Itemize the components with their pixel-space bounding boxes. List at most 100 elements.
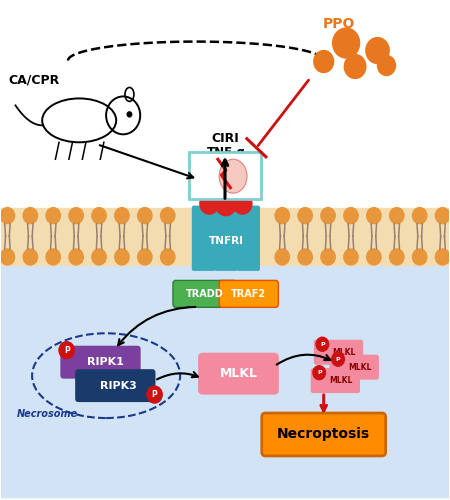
Bar [1, 460, 449, 497]
Bar [1, 294, 449, 496]
Bar [1, 484, 449, 497]
FancyBboxPatch shape [75, 369, 155, 402]
Bar [1, 451, 449, 496]
Circle shape [69, 208, 83, 224]
Circle shape [23, 208, 37, 224]
Bar [1, 308, 449, 496]
Bar [1, 418, 449, 496]
FancyBboxPatch shape [214, 206, 238, 271]
Bar [1, 280, 449, 496]
Text: CIRI: CIRI [211, 132, 239, 145]
Bar [1, 300, 449, 496]
Circle shape [0, 249, 14, 265]
Bar [1, 250, 449, 495]
Bar [1, 471, 449, 497]
Circle shape [69, 249, 83, 265]
Bar [1, 324, 449, 496]
Bar [1, 381, 449, 496]
Bar [1, 238, 449, 495]
Text: TNF-α: TNF-α [207, 146, 245, 159]
Bar [1, 398, 449, 496]
Text: MLKL: MLKL [348, 362, 371, 372]
Circle shape [226, 180, 243, 198]
Bar [1, 412, 449, 496]
Bar [1, 444, 449, 496]
Circle shape [233, 193, 252, 214]
FancyBboxPatch shape [173, 280, 237, 307]
Bar [1, 298, 449, 496]
Bar [1, 374, 449, 496]
Bar [1, 313, 449, 496]
FancyBboxPatch shape [310, 368, 360, 393]
Ellipse shape [219, 160, 247, 193]
Bar [1, 497, 449, 500]
Bar [1, 414, 449, 496]
Bar [1, 306, 449, 496]
Bar [1, 478, 449, 497]
Bar [1, 322, 449, 496]
Bar [1, 330, 449, 496]
Circle shape [59, 342, 74, 358]
Bar [1, 438, 449, 496]
Bar [1, 400, 449, 496]
Bar [1, 247, 449, 495]
FancyBboxPatch shape [262, 413, 386, 456]
Circle shape [138, 208, 152, 224]
Bar [1, 258, 449, 495]
Bar [1, 449, 449, 496]
Text: Necroptosis: Necroptosis [277, 428, 370, 442]
Bar [1, 352, 449, 496]
Bar [1, 344, 449, 496]
FancyBboxPatch shape [314, 340, 363, 364]
Bar [1, 272, 449, 495]
Bar [1, 456, 449, 496]
FancyBboxPatch shape [60, 346, 141, 378]
Bar [1, 243, 449, 495]
Text: RIPK1: RIPK1 [87, 357, 124, 367]
Bar [1, 318, 449, 496]
Bar [1, 337, 449, 496]
Bar [1, 403, 449, 496]
Bar [1, 282, 449, 496]
Circle shape [127, 112, 132, 117]
Bar [1, 490, 449, 497]
Bar [1, 454, 449, 496]
Bar [1, 315, 449, 496]
Circle shape [333, 28, 360, 58]
Circle shape [344, 54, 366, 78]
Bar [1, 492, 449, 497]
Bar [1, 320, 449, 496]
Bar [1, 286, 449, 496]
Bar [1, 368, 449, 496]
Bar [1, 488, 449, 497]
Bar [1, 436, 449, 496]
Bar [1, 429, 449, 496]
Circle shape [275, 249, 289, 265]
Bar [1, 427, 449, 496]
Bar [1, 284, 449, 496]
Bar [1, 311, 449, 496]
Circle shape [366, 38, 389, 64]
Circle shape [367, 249, 381, 265]
Bar [1, 422, 449, 496]
Circle shape [344, 208, 358, 224]
Bar [1, 432, 449, 496]
Bar [1, 260, 449, 495]
FancyBboxPatch shape [189, 152, 261, 198]
Circle shape [313, 366, 325, 380]
Bar [1, 405, 449, 496]
Bar [1, 434, 449, 496]
Bar [1, 446, 449, 496]
FancyBboxPatch shape [198, 352, 279, 395]
Circle shape [390, 208, 404, 224]
Bar [1, 480, 449, 497]
Text: TRADD: TRADD [186, 289, 224, 299]
Text: RIPK3: RIPK3 [100, 380, 137, 390]
Circle shape [92, 208, 106, 224]
Circle shape [298, 249, 312, 265]
Bar [1, 425, 449, 496]
Bar [1, 383, 449, 496]
Bar [1, 386, 449, 496]
Bar [1, 245, 449, 495]
Bar [1, 359, 449, 496]
